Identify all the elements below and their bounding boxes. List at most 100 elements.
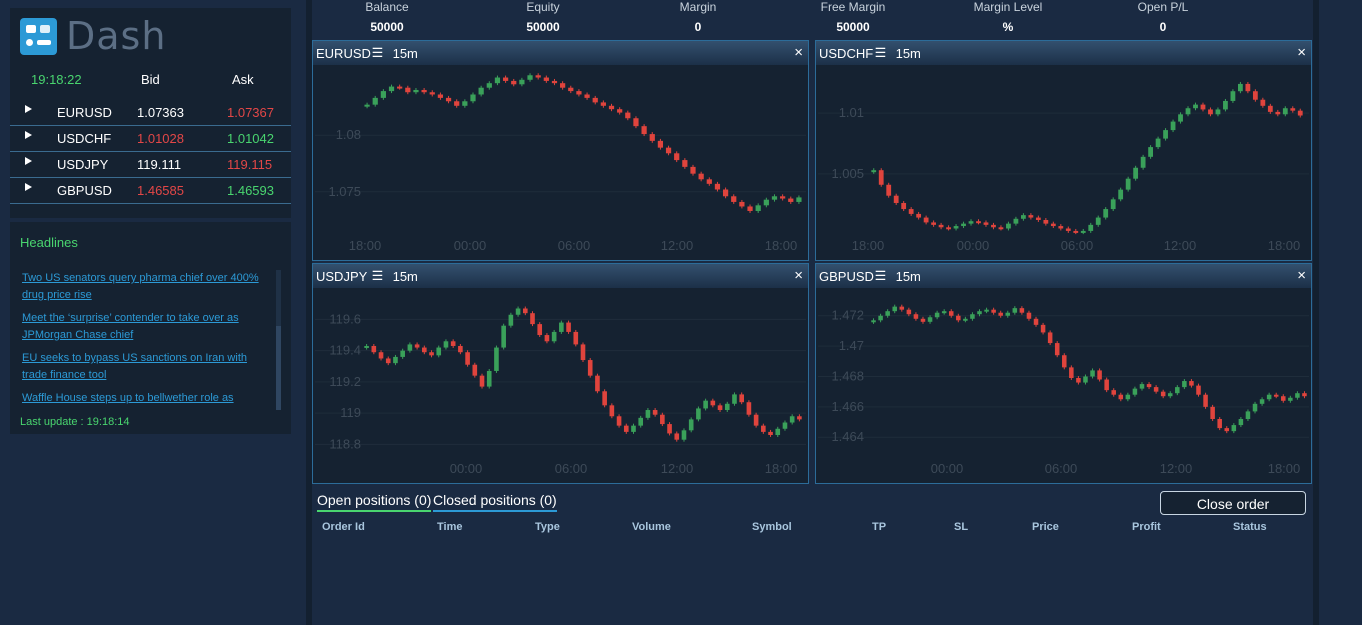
candle-body[interactable] <box>486 83 492 88</box>
candlestick-plot[interactable]: 1.08 1.075 18:00 00:00 06:00 12:00 18:00 <box>313 65 808 260</box>
candle-body[interactable] <box>1215 109 1221 115</box>
candle-body[interactable] <box>983 222 989 225</box>
candle-body[interactable] <box>1104 379 1109 391</box>
expand-icon[interactable] <box>25 183 32 191</box>
candle-body[interactable] <box>623 425 629 432</box>
hamburger-icon[interactable]: ☰ <box>371 268 384 283</box>
candle-body[interactable] <box>789 416 795 423</box>
candle-body[interactable] <box>631 425 636 432</box>
candle-body[interactable] <box>755 205 761 211</box>
candle-body[interactable] <box>938 224 944 228</box>
candle-body[interactable] <box>916 213 922 218</box>
candle-body[interactable] <box>1288 397 1293 401</box>
candle-body[interactable] <box>486 370 492 387</box>
candle-body[interactable] <box>984 309 989 312</box>
candle-body[interactable] <box>991 309 996 313</box>
candle-body[interactable] <box>543 77 549 81</box>
candle-body[interactable] <box>1050 223 1056 227</box>
scrollbar-thumb[interactable] <box>276 326 281 410</box>
column-header[interactable]: Profit <box>1132 521 1161 533</box>
candle-body[interactable] <box>1282 108 1288 115</box>
candle-body[interactable] <box>576 91 582 95</box>
candle-body[interactable] <box>445 97 452 102</box>
close-order-button[interactable]: Close order <box>1160 491 1306 515</box>
candle-body[interactable] <box>414 344 420 348</box>
candle-body[interactable] <box>436 347 442 356</box>
candle-body[interactable] <box>573 331 579 345</box>
candle-body[interactable] <box>657 140 664 148</box>
column-header[interactable]: Status <box>1233 521 1267 533</box>
candle-body[interactable] <box>1290 108 1296 111</box>
candle-body[interactable] <box>1019 308 1025 313</box>
candle-body[interactable] <box>1223 100 1228 110</box>
candle-body[interactable] <box>508 314 514 326</box>
candle-body[interactable] <box>462 101 468 106</box>
candle-body[interactable] <box>1083 376 1088 383</box>
candle-body[interactable] <box>871 170 877 173</box>
candle-body[interactable] <box>608 105 615 110</box>
candle-body[interactable] <box>566 322 571 332</box>
candle-body[interactable] <box>731 196 737 202</box>
candle-body[interactable] <box>450 341 456 346</box>
candle-body[interactable] <box>696 408 701 420</box>
candle-body[interactable] <box>753 414 759 426</box>
news-link[interactable]: Two US senators query pharma chief over … <box>22 272 259 301</box>
candle-body[interactable] <box>1035 217 1041 220</box>
candle-body[interactable] <box>934 312 940 318</box>
candle-body[interactable] <box>1076 378 1081 383</box>
candle-body[interactable] <box>1021 215 1026 219</box>
candlestick-plot[interactable]: 1.472 1.47 1.468 1.466 1.464 00:00 06:00 12:00 1… <box>816 288 1311 483</box>
candle-body[interactable] <box>682 160 688 167</box>
candle-body[interactable] <box>625 112 631 119</box>
candle-body[interactable] <box>688 419 694 431</box>
candle-body[interactable] <box>633 118 639 127</box>
column-header[interactable]: Type <box>535 521 560 533</box>
candle-body[interactable] <box>568 87 574 92</box>
candle-body[interactable] <box>1058 226 1064 229</box>
candle-body[interactable] <box>559 322 564 332</box>
candle-body[interactable] <box>998 312 1003 316</box>
candle-body[interactable] <box>494 77 501 84</box>
candle-body[interactable] <box>1238 419 1244 426</box>
candle-body[interactable] <box>722 189 729 197</box>
candle-body[interactable] <box>378 352 384 359</box>
candle-body[interactable] <box>1163 130 1168 139</box>
candle-body[interactable] <box>1132 388 1138 395</box>
column-header[interactable]: Symbol <box>752 521 792 533</box>
candle-body[interactable] <box>1245 411 1251 419</box>
candle-body[interactable] <box>645 410 651 418</box>
candle-body[interactable] <box>674 153 680 161</box>
expand-icon[interactable] <box>25 105 32 113</box>
column-header[interactable]: Volume <box>632 521 671 533</box>
candle-body[interactable] <box>470 94 476 102</box>
candle-body[interactable] <box>422 347 427 353</box>
chart-timeframe[interactable]: 15m <box>895 46 921 61</box>
chart-timeframe[interactable]: 15m <box>895 269 921 284</box>
quote-row[interactable]: GBPUSD 1.46585 1.46593 <box>10 177 291 204</box>
candle-body[interactable] <box>1200 104 1206 110</box>
candle-body[interactable] <box>1118 189 1124 200</box>
candle-body[interactable] <box>537 324 543 336</box>
candle-body[interactable] <box>511 80 517 85</box>
candle-body[interactable] <box>472 364 478 376</box>
candle-body[interactable] <box>1217 419 1222 429</box>
candle-body[interactable] <box>587 360 593 376</box>
candle-body[interactable] <box>530 313 535 325</box>
candle-body[interactable] <box>1155 138 1161 148</box>
hamburger-icon[interactable]: ☰ <box>371 45 384 60</box>
candle-body[interactable] <box>899 306 905 310</box>
candle-body[interactable] <box>649 134 655 141</box>
candle-body[interactable] <box>1054 343 1060 356</box>
candle-body[interactable] <box>747 206 753 211</box>
candle-body[interactable] <box>763 199 769 206</box>
candle-body[interactable] <box>1238 83 1243 92</box>
candle-body[interactable] <box>617 109 623 113</box>
expand-icon[interactable] <box>25 157 32 165</box>
candle-body[interactable] <box>1259 399 1265 404</box>
candle-body[interactable] <box>1302 393 1307 397</box>
candle-body[interactable] <box>1266 394 1272 400</box>
candle-body[interactable] <box>400 350 405 357</box>
candle-body[interactable] <box>886 184 892 196</box>
candle-body[interactable] <box>1281 396 1286 401</box>
candle-body[interactable] <box>906 309 912 315</box>
